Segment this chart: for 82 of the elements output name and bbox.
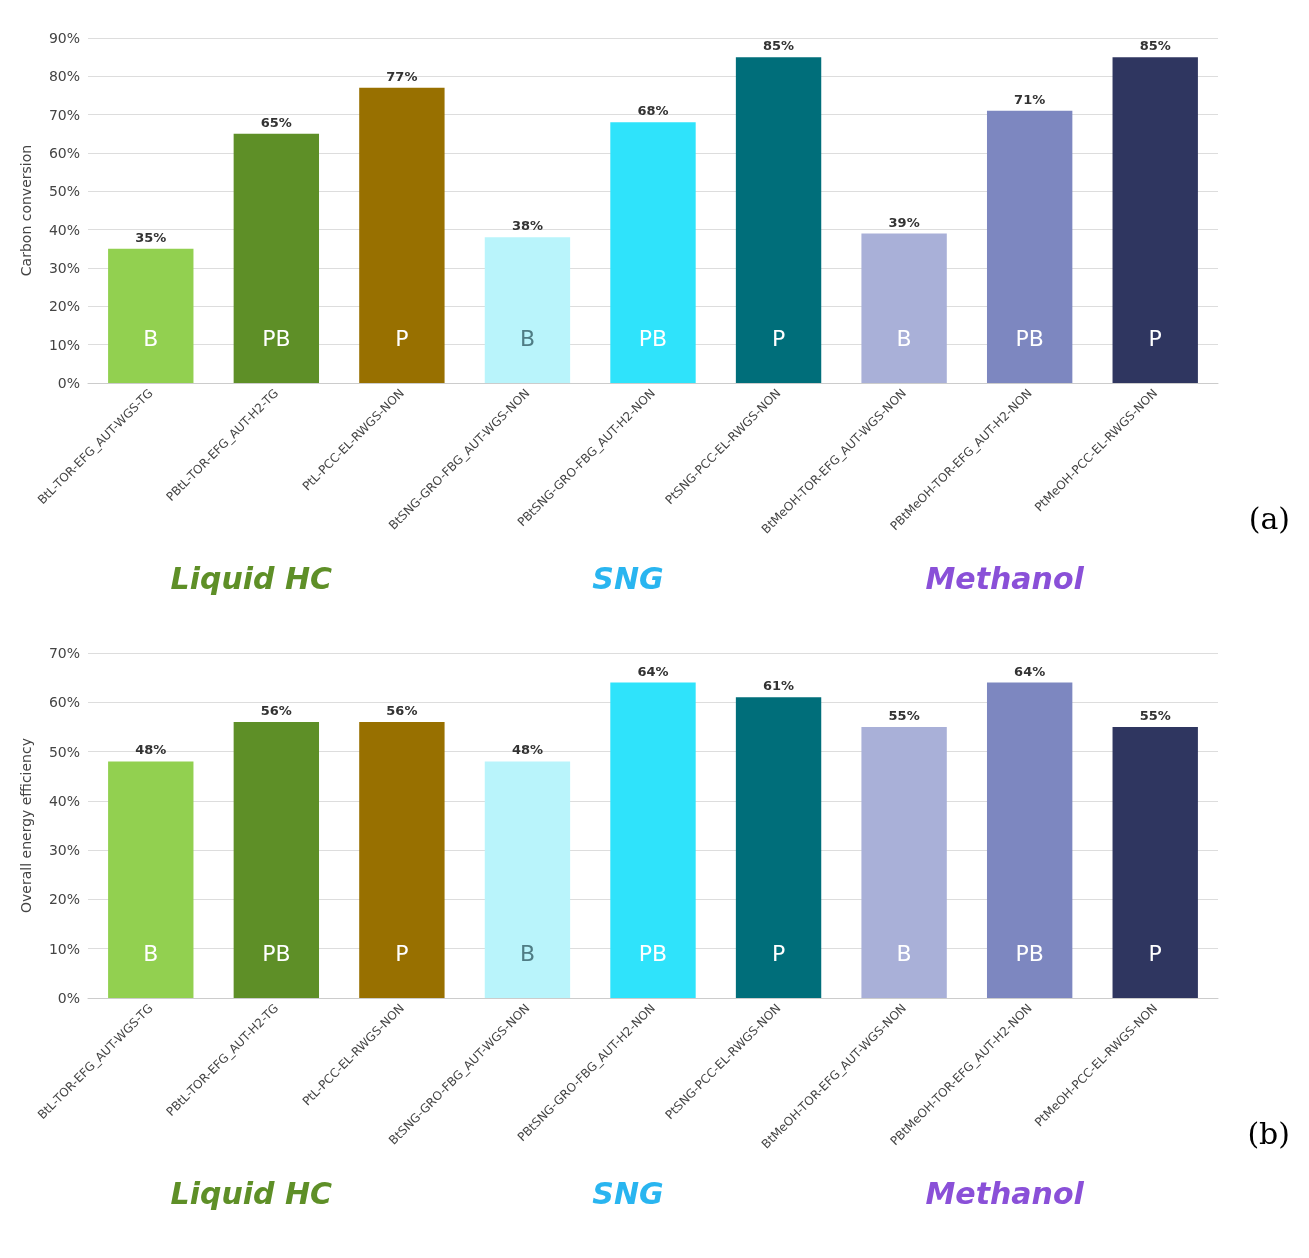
data-label: 39% [888,214,920,230]
annotation: P [771,325,786,351]
annotation: B [143,940,159,966]
bar [861,233,947,383]
bar [108,761,194,998]
bar [986,110,1073,383]
annotation: PB [638,325,668,351]
data-label: 56% [386,703,418,718]
y-tick-label: 50% [48,743,80,760]
data-label: 61% [762,678,795,694]
bar [484,237,571,383]
y-tick-label: 10% [48,336,80,353]
data-label: 85% [1139,38,1171,54]
bar [1112,726,1198,998]
text: Liquid HC [170,1175,333,1211]
annotation: P [771,940,786,966]
bar [861,726,947,998]
annotation: P [1148,940,1162,966]
y-tick-label: 60% [48,694,80,711]
bar [986,682,1073,998]
y-tick-label: 0% [57,375,80,391]
bar [359,722,445,998]
y-tick-label: 30% [48,842,80,859]
text: (b) [1247,1115,1290,1151]
y-tick-label: 90% [48,30,80,46]
data-label: 64% [637,663,669,679]
y-tick-label: 70% [48,106,80,123]
text: Methanol [925,560,1085,596]
bar [735,57,822,383]
annotation: PB [262,940,291,966]
annotation: P [395,940,409,966]
data-label: 71% [1014,91,1046,107]
y-tick-label: 20% [48,891,80,908]
annotation: B [519,940,535,966]
bar [1112,57,1198,383]
bar [484,761,571,998]
data-label: 48% [511,742,544,758]
annotation: B [143,325,159,351]
y-tick-label: 40% [48,792,80,809]
text: SNG [592,560,664,596]
data-label: 65% [260,114,292,130]
data-label: 48% [135,742,167,758]
annotation: P [395,325,409,351]
annotation: PB [638,940,668,966]
bar [233,722,320,998]
text: (a) [1248,500,1290,536]
bar [735,697,822,998]
data-label: 38% [511,218,544,234]
y-tick-label: 30% [48,260,80,276]
y-tick-label: 40% [48,221,80,238]
data-label: 85% [762,38,795,54]
y-axis-title: Carbon conversion [18,144,34,277]
text: Methanol [925,1175,1085,1211]
text: SNG [592,1175,664,1211]
data-label: 55% [1139,707,1171,723]
annotation: B [896,325,912,351]
annotation: PB [262,325,291,351]
data-label: 68% [637,103,669,119]
bar [233,133,320,383]
data-label: 64% [1014,663,1046,679]
annotation: P [1148,325,1162,351]
bar [610,682,696,998]
data-label: 55% [888,707,920,723]
data-label: 35% [135,229,167,245]
text: Liquid HC [170,560,333,596]
y-tick-label: 80% [48,68,80,85]
annotation: B [519,325,535,351]
y-tick-label: 70% [48,645,80,661]
annotation: B [896,940,912,966]
y-tick-label: 10% [48,940,80,957]
bar [610,122,696,383]
data-label: 77% [386,68,418,84]
data-label: 56% [260,703,292,718]
bar [108,248,194,383]
y-tick-label: 0% [57,990,80,1006]
y-tick-label: 50% [48,183,80,200]
annotation: PB [1015,940,1044,966]
annotation: PB [1015,325,1044,351]
y-tick-label: 60% [48,145,80,161]
y-tick-label: 20% [48,298,80,315]
y-axis-title: Overall energy efficiency [18,738,34,913]
bar [359,87,445,383]
